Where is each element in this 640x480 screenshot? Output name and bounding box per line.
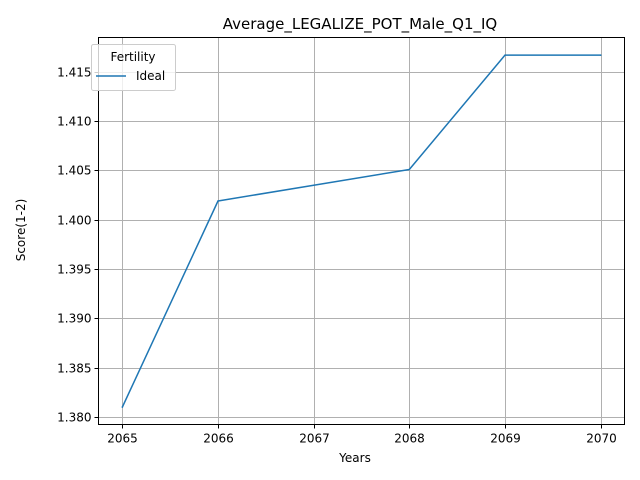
y-tick-label: 1.380 (57, 411, 91, 425)
x-tick-label: 2069 (490, 432, 521, 446)
x-axis-label: Years (338, 451, 371, 465)
y-tick-label: 1.385 (57, 362, 91, 376)
series-line-ideal (121, 54, 602, 408)
y-tick-label: 1.395 (57, 263, 91, 277)
y-tick-label: 1.415 (57, 66, 91, 80)
x-tick-label: 2065 (107, 432, 138, 446)
legend-title: Fertility (110, 50, 155, 64)
data-point (217, 200, 219, 202)
grid-lines (98, 37, 625, 425)
plot-series (121, 54, 602, 408)
x-tick-label: 2068 (394, 432, 425, 446)
legend-box (91, 44, 176, 91)
x-tick-label: 2067 (299, 432, 330, 446)
data-point (121, 406, 124, 408)
legend-label-ideal: Ideal (136, 69, 165, 83)
data-point (408, 168, 411, 171)
chart-title: Average_LEGALIZE_POT_Male_Q1_IQ (223, 15, 497, 34)
data-point (599, 54, 602, 56)
x-tick-label: 2066 (203, 432, 234, 446)
data-point (312, 184, 315, 186)
y-tick-label: 1.400 (57, 214, 91, 228)
y-axis-label: Score(1-2) (14, 199, 28, 262)
y-tick-label: 1.410 (57, 115, 91, 129)
data-point (504, 54, 506, 56)
y-tick-label: 1.390 (57, 312, 91, 326)
y-tick-label: 1.405 (57, 164, 91, 178)
legend: Fertility Ideal (91, 44, 176, 91)
plot-area-frame (98, 37, 625, 425)
x-tick-label: 2070 (586, 432, 617, 446)
axis-ticks: 2065 2066 2067 2068 2069 2070 1.380 1.385 1.390 1… (57, 66, 617, 446)
